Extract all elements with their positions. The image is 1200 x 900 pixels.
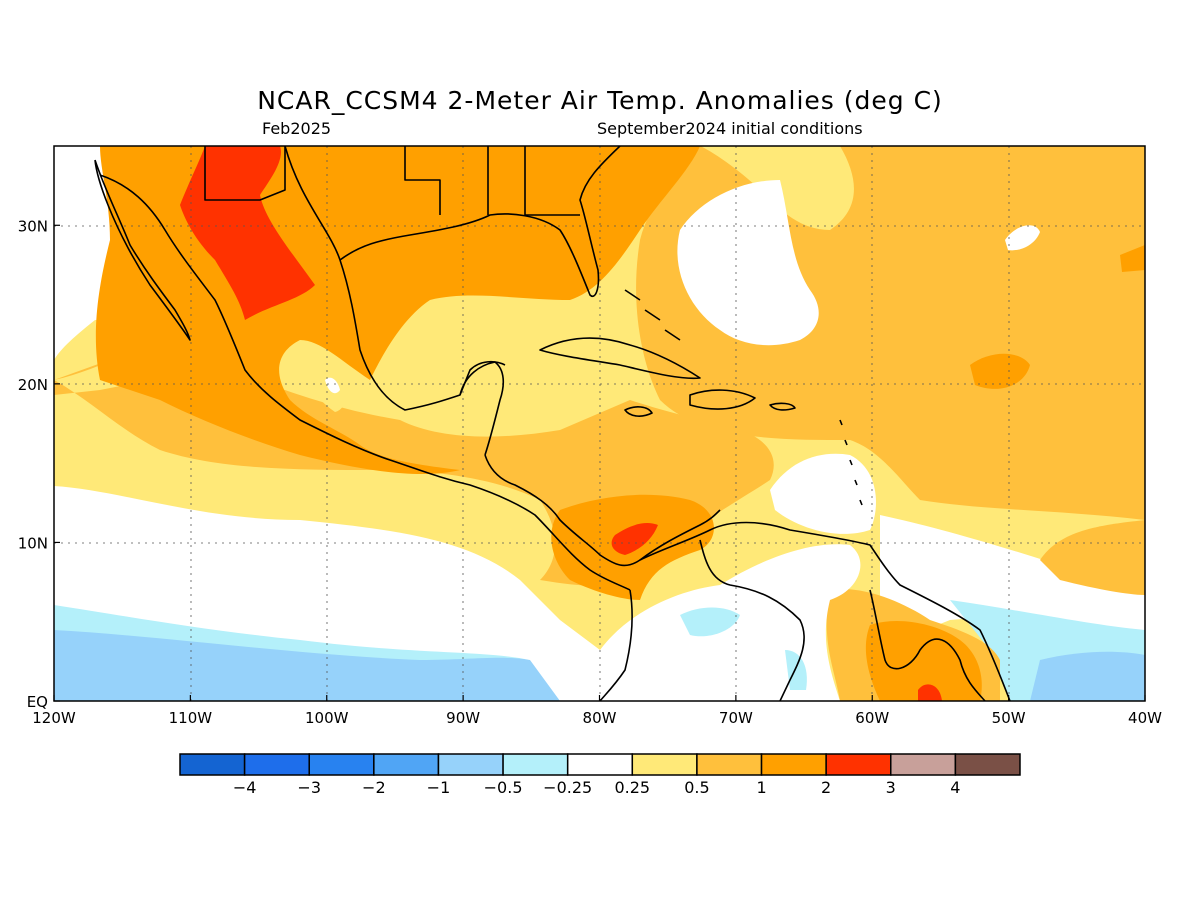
colorbar-label: −1 [427, 778, 451, 797]
colorbar-swatch [890, 753, 957, 776]
lat-tick-group: EQ 10N 20N 30N [18, 217, 60, 711]
colorbar-swatch [243, 753, 310, 776]
anomaly-fill-neutral-band [54, 486, 600, 701]
anomaly-fill-warm3-atlantic-east [1120, 245, 1145, 272]
anomaly-fill-warm4-colombia [611, 523, 658, 555]
colorbar-swatch [631, 753, 698, 776]
valid-month-label: Feb2025 [262, 119, 332, 138]
lon-tick-label: 70W [719, 709, 753, 727]
anomaly-fill-warm2-east-lobe [1040, 520, 1145, 595]
anomaly-fill-cool1-east [1030, 651, 1145, 701]
map-grid [54, 146, 1145, 701]
lon-tick-label: 50W [992, 709, 1026, 727]
map-plot-area [54, 146, 1145, 701]
lon-tick-label: 110W [169, 709, 213, 727]
anomaly-fill-neutral-mexico-spot [325, 377, 340, 394]
anomaly-fill-warm1-mexico-spot [305, 363, 347, 412]
lon-tick-label: 120W [32, 709, 76, 727]
coastlines [94, 146, 1011, 701]
anomaly-fill-cool1-south [54, 630, 570, 701]
colorbar-swatch [373, 753, 440, 776]
colorbar-label: 0.5 [684, 778, 709, 797]
colorbar-swatch [825, 753, 892, 776]
colorbar-swatch [502, 753, 569, 776]
colorbar-swatch [179, 753, 246, 776]
colorbar-label: −4 [233, 778, 257, 797]
colorbar-label: 3 [886, 778, 896, 797]
colorbar-label: 1 [756, 778, 766, 797]
lat-tick-label: 30N [18, 217, 48, 235]
lon-tick-label: 80W [583, 709, 617, 727]
colorbar: −4 −3 −2 −1 −0.5 −0.25 0.25 0.5 1 2 3 4 [179, 753, 1021, 797]
colorbar-label: −0.25 [543, 778, 592, 797]
anomaly-fill-warm4-mexico [180, 146, 315, 320]
colorbar-swatch [760, 753, 827, 776]
lon-tick-label: 60W [855, 709, 889, 727]
initial-conditions-label: September2024 initial conditions [597, 119, 863, 138]
colorbar-swatch [696, 753, 763, 776]
anomaly-fill-warm4-guianas [918, 684, 942, 701]
colorbar-swatch [954, 753, 1021, 776]
anomaly-fill-neutral-atlantic-small [1005, 225, 1040, 251]
lon-tick-label: 100W [305, 709, 349, 727]
anomaly-fill-neutral-atlantic [677, 180, 819, 346]
colorbar-swatch [308, 753, 375, 776]
lon-tick-group: 120W 110W 100W 90W 80W 70W 60W 50W 40W [32, 695, 1162, 727]
lon-tick-label: 40W [1128, 709, 1162, 727]
colorbar-label: −2 [362, 778, 386, 797]
anomaly-fill-neutral-lesser-antilles [770, 453, 876, 534]
lon-tick-label: 90W [446, 709, 480, 727]
colorbar-label: −3 [297, 778, 321, 797]
page-title: NCAR_CCSM4 2-Meter Air Temp. Anomalies (… [257, 86, 943, 115]
colorbar-label: 4 [950, 778, 960, 797]
colorbar-label: 2 [821, 778, 831, 797]
colorbar-label: 0.25 [614, 778, 650, 797]
colorbar-swatch [437, 753, 504, 776]
anomaly-fill-cool2-colombia [680, 607, 740, 637]
anomaly-fill-warm3-south-america [865, 620, 982, 701]
lat-tick-label: 20N [18, 376, 48, 394]
lat-tick-label: EQ [27, 693, 48, 711]
colorbar-label: −0.5 [484, 778, 523, 797]
anomaly-fill-warm3-atlantic [970, 353, 1030, 389]
colorbar-swatch [566, 753, 634, 776]
lat-tick-label: 10N [18, 534, 48, 552]
